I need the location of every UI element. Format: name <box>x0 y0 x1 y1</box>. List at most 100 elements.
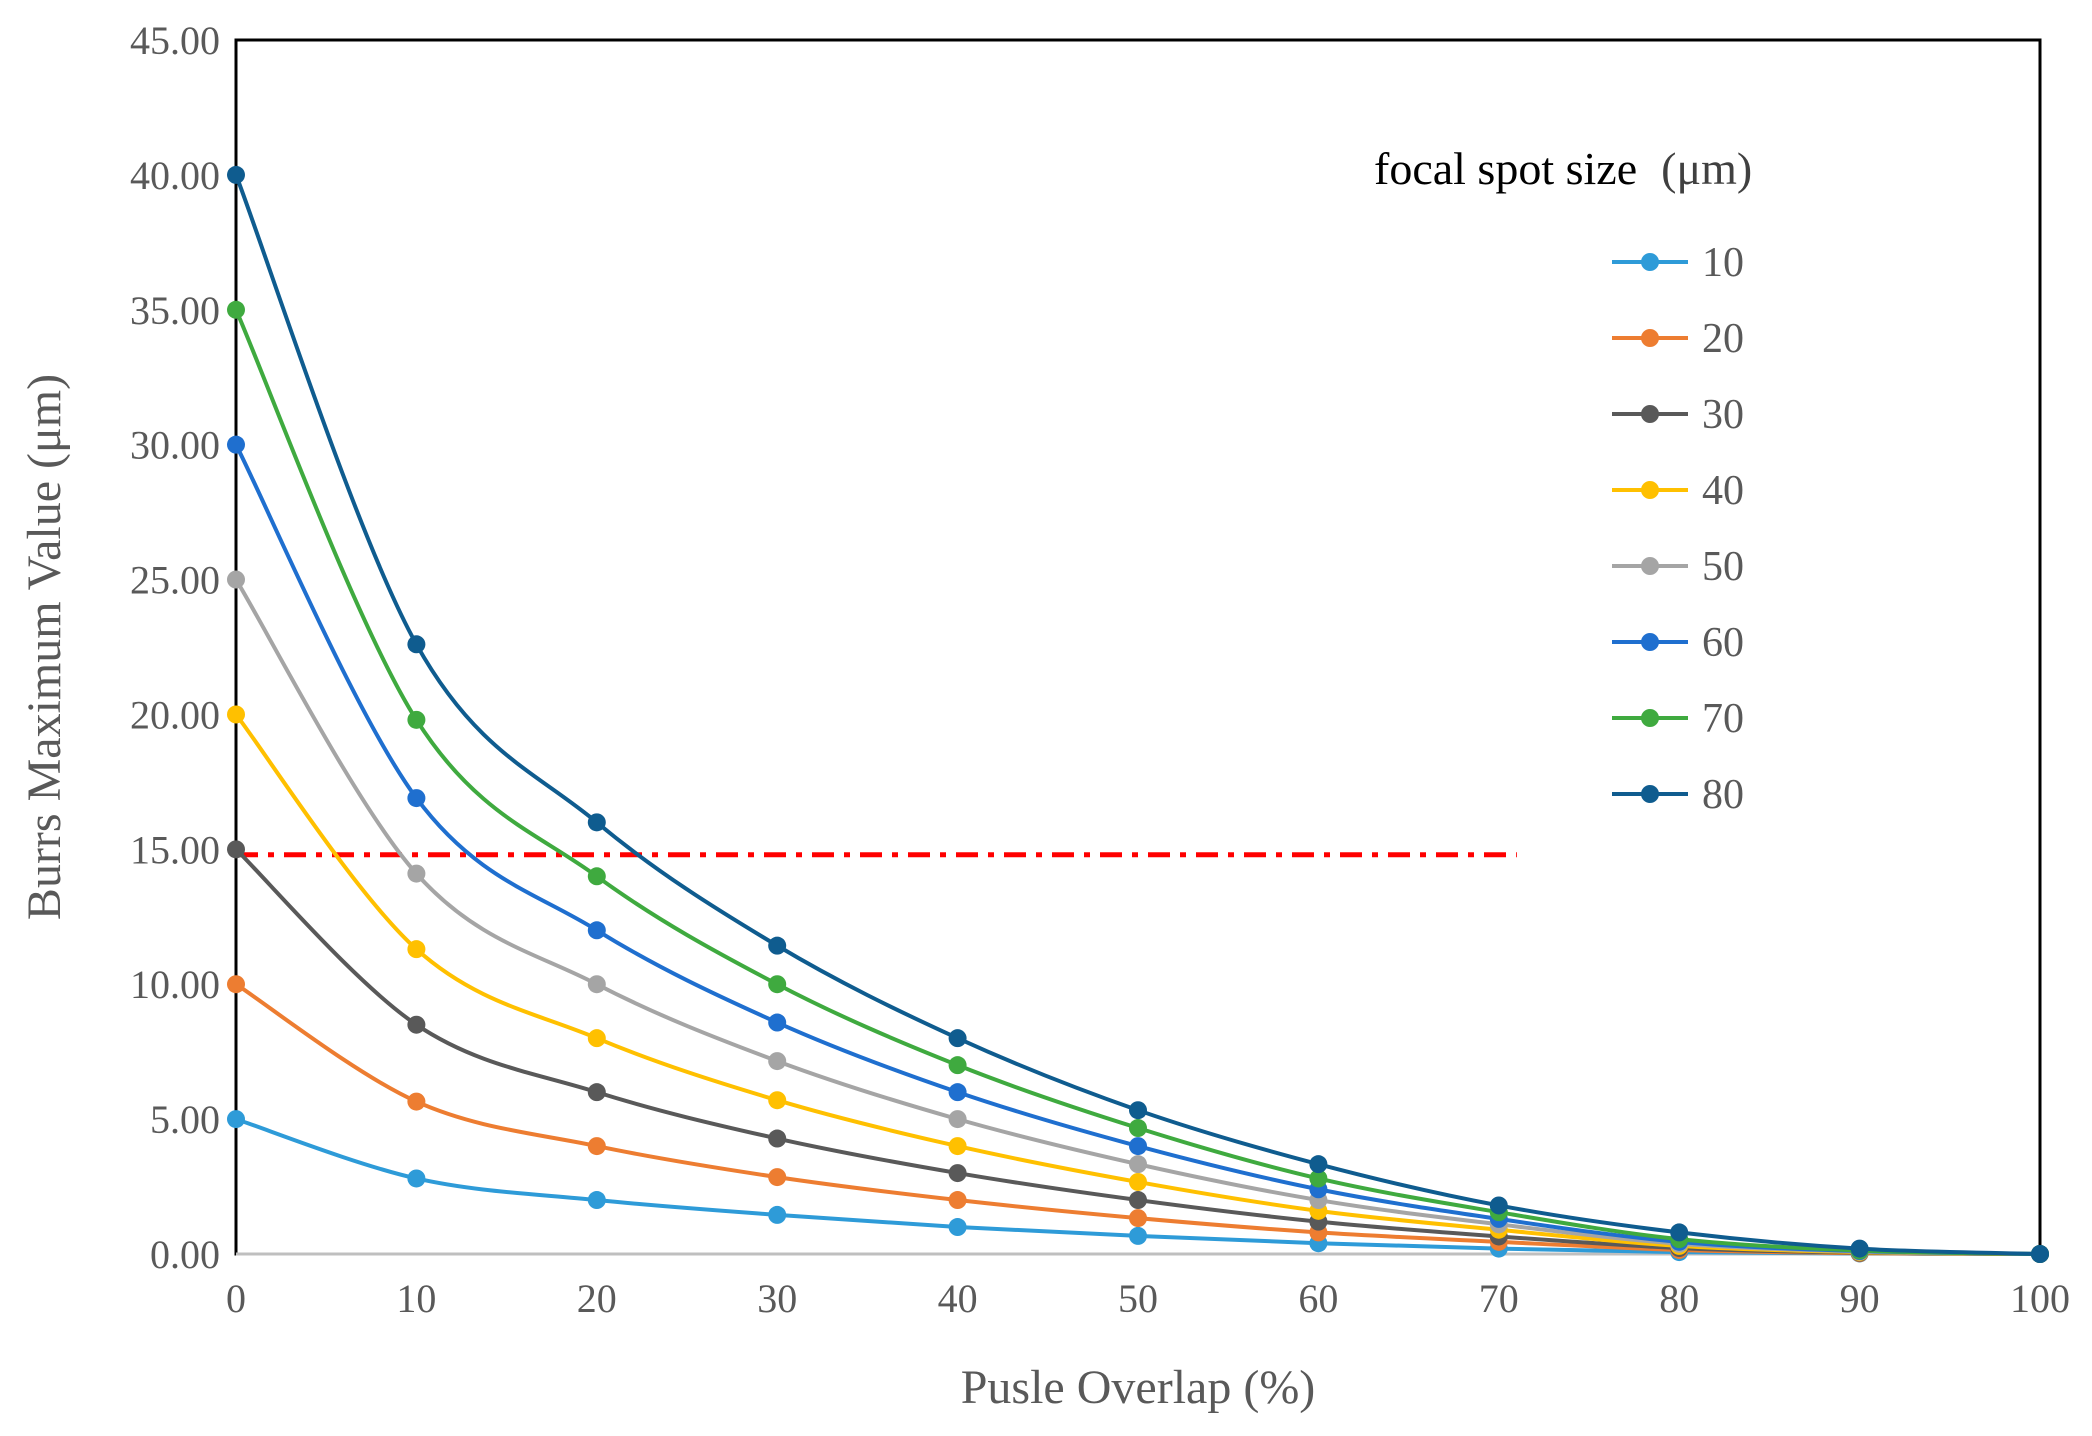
data-point <box>407 864 426 883</box>
data-point <box>768 1129 787 1148</box>
legend-swatch-marker <box>1641 709 1659 727</box>
data-point <box>1129 1209 1147 1228</box>
legend-label: 40 <box>1702 468 1744 514</box>
data-point <box>1489 1196 1508 1215</box>
data-point <box>1129 1119 1147 1138</box>
series-line <box>234 443 2041 1256</box>
data-point <box>1129 1155 1147 1174</box>
data-point <box>407 635 426 654</box>
y-tick-label: 25.00 <box>130 558 220 603</box>
data-point <box>587 813 606 832</box>
y-tick-label: 5.00 <box>150 1097 220 1142</box>
data-point <box>1129 1191 1147 1210</box>
legend-label: 70 <box>1702 696 1744 742</box>
data-point <box>2031 1245 2049 1263</box>
data-point <box>1670 1223 1689 1242</box>
data-point <box>768 975 787 994</box>
x-tick-label: 80 <box>1659 1276 1699 1321</box>
y-tick-label: 45.00 <box>130 18 220 63</box>
legend-label: 50 <box>1702 544 1744 590</box>
data-point <box>948 1218 967 1237</box>
legend-title: focal spot size (μm) <box>1374 143 1752 194</box>
series-30 <box>227 840 2049 1263</box>
y-axis-ticks: 0.00 5.00 10.00 15.00 20.00 25.00 30.00 35.00 40… <box>130 18 220 1277</box>
legend-label: 20 <box>1702 316 1744 362</box>
data-point <box>227 1110 245 1129</box>
y-tick-label: 40.00 <box>130 153 220 198</box>
legend-swatch-marker <box>1641 785 1659 803</box>
x-axis-title: Pusle Overlap (%) <box>961 1361 1316 1414</box>
legend: focal spot size (μm) 10 20 30 40 50 60 70 80 <box>1374 143 1752 818</box>
data-point <box>1129 1172 1147 1191</box>
y-tick-label: 15.00 <box>130 827 220 872</box>
data-point <box>948 1056 967 1075</box>
x-tick-label: 10 <box>396 1276 436 1321</box>
data-point <box>407 940 426 959</box>
y-axis-title: Burrs Maximum Value (μm) <box>18 374 71 920</box>
data-point <box>768 1052 787 1071</box>
data-point <box>948 1110 967 1129</box>
data-point <box>227 300 245 319</box>
legend-title-text: focal spot size <box>1374 143 1637 194</box>
data-point <box>407 710 426 729</box>
data-point <box>948 1191 967 1210</box>
data-point <box>407 1015 426 1034</box>
legend-item: 80 <box>1612 772 1744 818</box>
legend-label: 10 <box>1702 240 1744 286</box>
data-point <box>407 1092 426 1111</box>
x-tick-label: 100 <box>2010 1276 2070 1321</box>
data-point <box>1309 1169 1328 1188</box>
data-point <box>768 1205 787 1224</box>
x-tick-label: 0 <box>226 1276 246 1321</box>
plot-frame <box>234 38 2042 1256</box>
legend-swatch-marker <box>1641 253 1659 271</box>
legend-item: 60 <box>1612 620 1744 666</box>
series-lines <box>227 165 2049 1263</box>
legend-swatch-marker <box>1641 329 1659 347</box>
data-point <box>587 1191 606 1210</box>
y-tick-label: 35.00 <box>130 288 220 333</box>
y-tick-label: 20.00 <box>130 692 220 737</box>
legend-swatch-marker <box>1641 633 1659 651</box>
series-40 <box>227 705 2049 1263</box>
x-tick-label: 30 <box>757 1276 797 1321</box>
data-point <box>948 1137 967 1156</box>
data-point <box>1129 1137 1147 1156</box>
data-point <box>768 1091 787 1110</box>
data-point <box>1309 1155 1328 1174</box>
data-point <box>407 1169 426 1188</box>
legend-swatch-marker <box>1641 557 1659 575</box>
legend-item: 50 <box>1612 544 1744 590</box>
series-80 <box>227 165 2049 1263</box>
data-point <box>587 1137 606 1156</box>
y-tick-label: 30.00 <box>130 423 220 468</box>
series-60 <box>227 435 2049 1263</box>
x-tick-label: 20 <box>577 1276 617 1321</box>
legend-label: 60 <box>1702 620 1744 666</box>
legend-item: 40 <box>1612 468 1744 514</box>
legend-swatch-marker <box>1641 405 1659 423</box>
legend-title-unit: (μm) <box>1661 143 1752 194</box>
data-point <box>768 1168 787 1187</box>
series-line <box>234 308 2041 1256</box>
x-tick-label: 60 <box>1298 1276 1338 1321</box>
data-point <box>587 1029 606 1048</box>
x-tick-label: 70 <box>1479 1276 1519 1321</box>
data-point <box>227 705 245 724</box>
legend-swatch-marker <box>1641 481 1659 499</box>
legend-label: 80 <box>1702 772 1744 818</box>
data-point <box>227 975 245 994</box>
data-point <box>1129 1226 1147 1245</box>
series-50 <box>227 570 2049 1263</box>
data-point <box>587 1083 606 1102</box>
x-axis-ticks: 0 10 20 30 40 50 60 70 80 90 100 <box>226 1276 2070 1321</box>
data-point <box>227 435 245 454</box>
data-point <box>227 840 245 859</box>
data-point <box>1850 1239 1869 1258</box>
series-line <box>234 174 2041 1256</box>
x-tick-label: 50 <box>1118 1276 1158 1321</box>
data-point <box>227 165 245 184</box>
legend-label: 30 <box>1702 392 1744 438</box>
legend-item: 70 <box>1612 696 1744 742</box>
